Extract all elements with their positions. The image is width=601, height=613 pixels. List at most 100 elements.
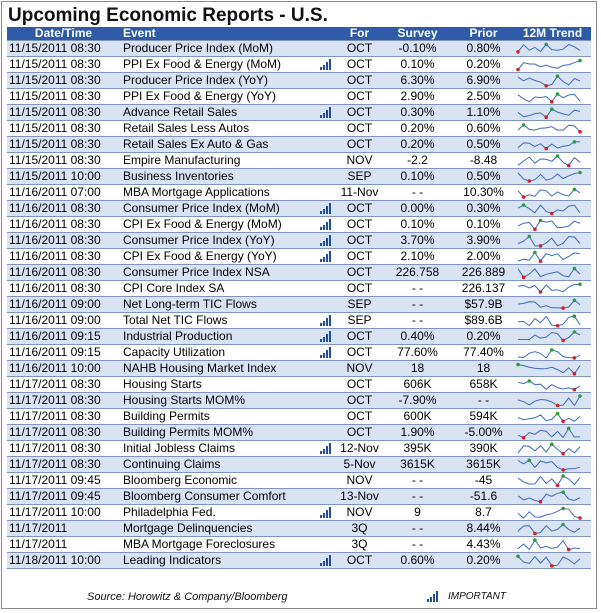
page-title: Upcoming Economic Reports - U.S. [8,5,328,26]
column-header-trend[interactable]: 12M Trend [514,27,591,41]
row-prior: 77.40% [453,344,514,361]
table-row[interactable]: 11/15/2011 08:30 Producer Price Index (Mo… [7,40,591,57]
signal-bars-icon [319,59,333,71]
table-row[interactable]: 11/16/2011 08:30 CPI Ex Food & Energy (Yo… [7,248,591,265]
table-row[interactable]: 11/16/2011 09:15 Industrial Production OCT… [7,328,591,345]
row-period: 12-Nov [337,440,382,457]
table-row[interactable]: 11/16/2011 08:30 CPI Core Index SA OCT - -2… [7,280,591,297]
table-row[interactable]: 11/16/2011 08:30 Consumer Price Index (Mo… [7,200,591,217]
sparkline-high-marker [527,378,532,383]
sparkline-path [517,92,581,103]
row-datetime: 11/15/2011 10:00 [7,168,120,185]
table-row[interactable]: 11/16/2011 07:00 MBA Mortgage Application… [7,184,591,201]
table-row[interactable]: 11/15/2011 08:30 Retail Sales Less Autos O… [7,120,591,137]
signal-bars-icon [319,443,333,455]
sparkline-path [517,123,581,132]
row-importance [315,344,337,361]
sparkline-high-marker [578,282,582,286]
row-importance [315,392,337,409]
row-datetime: 11/15/2011 08:30 [7,72,120,89]
column-header-event[interactable]: Event [120,27,315,41]
row-importance [315,536,337,553]
trend-sparkline [517,250,581,263]
row-survey: 2.90% [382,88,453,105]
table-row[interactable]: 11/15/2011 08:30 Advance Retail Sales OCT 0… [7,104,591,121]
table-row[interactable]: 11/17/2011 08:30 Housing Starts MOM% OCT -7… [7,392,591,409]
row-prior: 3615K [453,456,514,473]
trend-sparkline [517,313,581,327]
row-event: MBA Mortgage Foreclosures [120,536,315,553]
table-row[interactable]: 11/15/2011 08:30 PPI Ex Food & Energy (Yo… [7,88,591,105]
row-survey: 395K [382,440,453,457]
signal-bars-icon [427,591,440,602]
table-row[interactable]: 11/17/2011 09:45 Bloomberg Consumer Comfo… [7,488,591,505]
table-row[interactable]: 11/17/2011 Mortgage Delinquencies 3Q - -8.4… [7,520,591,537]
column-header-datetime[interactable]: Date/Time [7,27,120,41]
table-row[interactable]: 11/15/2011 08:30 PPI Ex Food & Energy (Mo… [7,56,591,73]
column-header-importance [315,27,337,41]
row-trend-sparkline [514,360,591,377]
row-importance [315,104,337,121]
table-row[interactable]: 11/17/2011 08:30 Building Permits OCT 600K 5… [7,408,591,425]
table-row[interactable]: 11/17/2011 08:30 Housing Starts OCT 606K 658… [7,376,591,393]
row-prior: 658K [453,376,514,393]
table-row[interactable]: 11/16/2011 09:15 Capacity Utilization OCT 7… [7,344,591,361]
row-prior: 6.90% [453,72,514,89]
sparkline-low-marker [550,563,554,568]
trend-sparkline [517,170,582,183]
table-row[interactable]: 11/17/2011 10:00 Philadelphia Fed. NOV 9 8.7 [7,504,591,521]
row-trend-sparkline [514,152,591,169]
table-row[interactable]: 11/16/2011 09:00 Net Long-term TIC Flows S… [7,296,591,313]
table-row[interactable]: 11/16/2011 10:00 NAHB Housing Market Inde… [7,360,591,377]
sparkline-low-marker [527,178,532,183]
table-row[interactable]: 11/17/2011 MBA Mortgage Foreclosures 3Q - -… [7,536,591,553]
row-trend-sparkline [514,408,591,425]
sparkline-path [517,379,581,390]
trend-sparkline [517,187,581,199]
table-row[interactable]: 11/17/2011 09:45 Bloomberg Economic NOV - -… [7,472,591,489]
sparkline-path [517,74,581,86]
column-header-for[interactable]: For [337,27,382,41]
table-row[interactable]: 11/17/2011 08:30 Building Permits MOM% OCT… [7,424,591,441]
row-survey: 0.10% [382,56,453,73]
sparkline-high-marker [578,58,582,62]
table-row[interactable]: 11/17/2011 08:30 Continuing Claims 5-Nov 36… [7,456,591,473]
trend-sparkline [517,122,582,133]
trend-sparkline [517,266,581,279]
column-header-survey[interactable]: Survey [382,27,453,41]
table-row[interactable]: 11/16/2011 08:30 Consumer Price Index (Yo… [7,232,591,249]
row-period: OCT [337,376,382,393]
row-period: 3Q [337,520,382,537]
sparkline-low-marker [538,289,543,294]
table-row[interactable]: 11/18/2011 10:00 Leading Indicators OCT 0.6… [7,552,591,569]
sparkline-path [517,235,581,246]
row-prior: 594K [453,408,514,425]
row-importance [315,504,337,521]
table-row[interactable]: 11/15/2011 10:00 Business Inventories SEP 0… [7,168,591,185]
row-prior: -5.00% [453,424,514,441]
row-period: OCT [337,264,382,281]
row-event: Bloomberg Consumer Comfort [120,488,315,505]
trend-sparkline [517,234,581,248]
table-row[interactable]: 11/15/2011 08:30 Producer Price Index (Yo… [7,72,591,89]
table-row[interactable]: 11/15/2011 08:30 Retail Sales Ex Auto & G… [7,136,591,153]
row-trend-sparkline [514,40,591,57]
row-survey: 9 [382,504,453,521]
row-datetime: 11/17/2011 08:30 [7,456,120,473]
row-survey: 0.20% [382,120,453,137]
sparkline-path [517,442,581,454]
table-row[interactable]: 11/16/2011 08:30 Consumer Price Index NSA… [7,264,591,281]
row-datetime: 11/15/2011 08:30 [7,40,120,57]
row-period: OCT [337,104,382,121]
row-prior: -45 [453,472,514,489]
table-row[interactable]: 11/16/2011 08:30 CPI Ex Food & Energy (Mo… [7,216,591,233]
table-row[interactable]: 11/15/2011 08:30 Empire Manufacturing NOV -… [7,152,591,169]
sparkline-path [517,267,581,278]
table-row[interactable]: 11/17/2011 08:30 Initial Jobless Claims 12… [7,440,591,457]
table-row[interactable]: 11/16/2011 09:00 Total Net TIC Flows SEP - … [7,312,591,329]
sparkline-low-marker [572,371,577,375]
row-importance [315,472,337,489]
column-header-prior[interactable]: Prior [453,27,514,41]
trend-sparkline [517,458,581,472]
row-datetime: 11/15/2011 08:30 [7,152,120,169]
